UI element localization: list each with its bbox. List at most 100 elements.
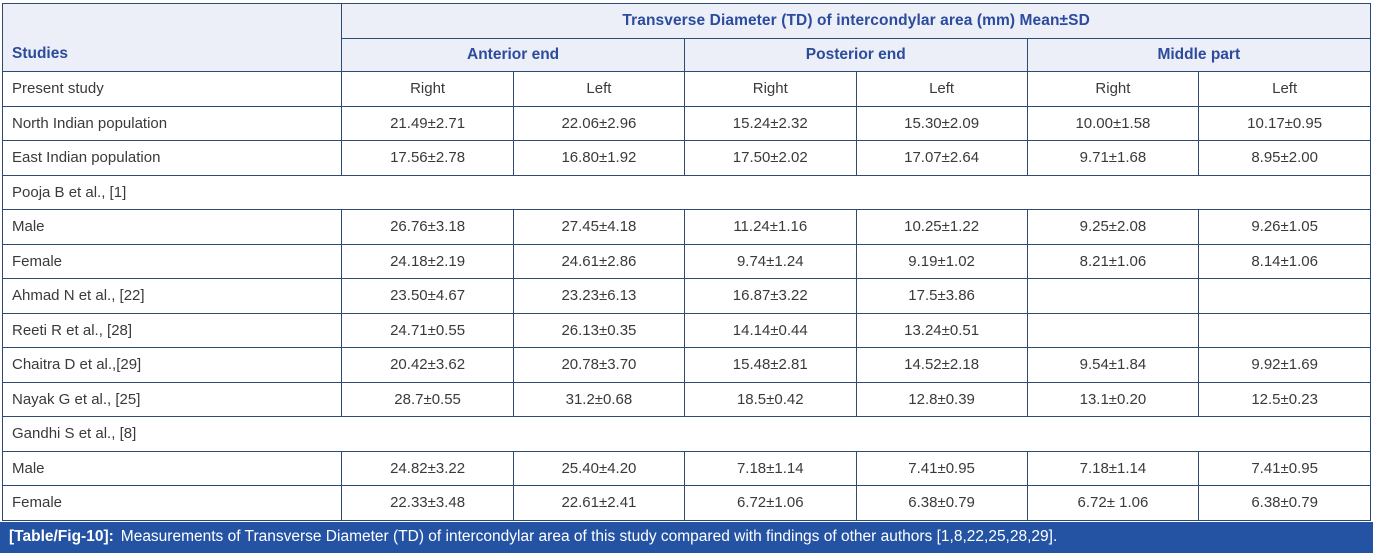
- table-row: Male 26.76±3.18 27.45±4.18 11.24±1.16 10.25±…: [1, 209, 1371, 245]
- value-cell: 9.71±1.68: [1026, 140, 1200, 176]
- value-cell: 6.72± 1.06: [1026, 485, 1200, 521]
- group-header-anterior-end: Anterior end: [341, 38, 685, 72]
- value-cell: 6.38±0.79: [1198, 485, 1371, 521]
- value-cell: 26.76±3.18: [341, 209, 514, 245]
- table-main-header: Transverse Diameter (TD) of intercondyla…: [341, 3, 1371, 39]
- value-cell: 15.24±2.32: [683, 105, 857, 141]
- value-cell: 25.40±4.20: [512, 450, 685, 486]
- value-cell: 9.92±1.69: [1198, 347, 1371, 383]
- value-cell: Right: [341, 71, 514, 107]
- value-cell: 6.38±0.79: [855, 485, 1028, 521]
- value-cell: Right: [683, 71, 857, 107]
- row-label: Male: [1, 450, 343, 486]
- value-cell: Right: [1026, 71, 1200, 107]
- value-cell: 7.41±0.95: [855, 450, 1028, 486]
- table-caption-tag: [Table/Fig-10]:: [9, 528, 114, 545]
- table-row: Reeti R et al., [28] 24.71±0.55 26.13±0.35…: [1, 312, 1371, 348]
- value-cell: 10.17±0.95: [1198, 105, 1371, 141]
- row-label: North Indian population: [1, 105, 343, 141]
- table-row: Nayak G et al., [25] 28.7±0.55 31.2±0.68 18…: [1, 381, 1371, 417]
- value-cell: 16.80±1.92: [512, 140, 685, 176]
- value-cell: 17.5±3.86: [855, 278, 1028, 314]
- value-cell: 27.45±4.18: [512, 209, 685, 245]
- value-cell: 24.71±0.55: [341, 312, 514, 348]
- value-cell: 20.42±3.62: [341, 347, 514, 383]
- study-group-row: Gandhi S et al., [8]: [2, 416, 1371, 452]
- table-row: Present study Right Left Right Left Right Left: [1, 71, 1371, 107]
- value-cell: 8.14±1.06: [1198, 243, 1371, 279]
- value-cell: 21.49±2.71: [341, 105, 514, 141]
- value-cell: 20.78±3.70: [512, 347, 685, 383]
- value-cell: 15.48±2.81: [683, 347, 857, 383]
- table-body: Present study Right Left Right Left Right Left…: [1, 71, 1371, 521]
- studies-column-header: Studies: [1, 3, 343, 72]
- table-header: Studies Transverse Diameter (TD) of inte…: [1, 3, 1372, 72]
- value-cell: 13.1±0.20: [1026, 381, 1200, 417]
- value-cell: 9.54±1.84: [1026, 347, 1200, 383]
- row-label: Male: [1, 209, 343, 245]
- value-cell: [1026, 312, 1200, 348]
- value-cell: 22.61±2.41: [512, 485, 685, 521]
- value-cell: 24.82±3.22: [341, 450, 514, 486]
- value-cell: 24.18±2.19: [341, 243, 514, 279]
- value-cell: 12.5±0.23: [1198, 381, 1371, 417]
- comparison-table: Studies Transverse Diameter (TD) of inte…: [1, 3, 1372, 521]
- value-cell: 12.8±0.39: [855, 381, 1028, 417]
- value-cell: 11.24±1.16: [683, 209, 857, 245]
- row-label: Pooja B et al., [1]: [2, 174, 1371, 210]
- row-label: Ahmad N et al., [22]: [1, 278, 343, 314]
- value-cell: 9.19±1.02: [855, 243, 1028, 279]
- value-cell: 17.07±2.64: [855, 140, 1028, 176]
- value-cell: [1198, 312, 1371, 348]
- value-cell: 23.23±6.13: [512, 278, 685, 314]
- group-header-posterior-end: Posterior end: [683, 38, 1028, 72]
- value-cell: 23.50±4.67: [341, 278, 514, 314]
- table-row: Male 24.82±3.22 25.40±4.20 7.18±1.14 7.41±0.…: [1, 450, 1371, 486]
- table-container: Studies Transverse Diameter (TD) of inte…: [1, 3, 1372, 521]
- row-label: East Indian population: [1, 140, 343, 176]
- value-cell: 9.25±2.08: [1026, 209, 1200, 245]
- value-cell: [1198, 278, 1371, 314]
- value-cell: 7.41±0.95: [1198, 450, 1371, 486]
- table-caption: [Table/Fig-10]: Measurements of Transver…: [0, 521, 1373, 553]
- table-row: Female 24.18±2.19 24.61±2.86 9.74±1.24 9.19±…: [1, 243, 1371, 279]
- main-header-row: Studies Transverse Diameter (TD) of inte…: [1, 3, 1371, 72]
- value-cell: 10.25±1.22: [855, 209, 1028, 245]
- table-caption-text: Measurements of Transverse Diameter (TD)…: [120, 528, 1058, 545]
- value-cell: 17.56±2.78: [341, 140, 514, 176]
- value-cell: 28.7±0.55: [341, 381, 514, 417]
- value-cell: 9.74±1.24: [683, 243, 857, 279]
- value-cell: [1026, 278, 1200, 314]
- value-cell: Left: [512, 71, 685, 107]
- value-cell: 17.50±2.02: [683, 140, 857, 176]
- row-label: Nayak G et al., [25]: [1, 381, 343, 417]
- value-cell: 31.2±0.68: [512, 381, 685, 417]
- value-cell: 15.30±2.09: [855, 105, 1028, 141]
- value-cell: 7.18±1.14: [683, 450, 857, 486]
- value-cell: 24.61±2.86: [512, 243, 685, 279]
- row-label: Female: [1, 243, 343, 279]
- value-cell: Left: [1198, 71, 1371, 107]
- value-cell: 14.52±2.18: [855, 347, 1028, 383]
- value-cell: 18.5±0.42: [683, 381, 857, 417]
- value-cell: 22.33±3.48: [341, 485, 514, 521]
- value-cell: 10.00±1.58: [1026, 105, 1200, 141]
- value-cell: 16.87±3.22: [683, 278, 857, 314]
- value-cell: 7.18±1.14: [1026, 450, 1200, 486]
- table-row: Female 22.33±3.48 22.61±2.41 6.72±1.06 6.38±…: [1, 485, 1371, 521]
- group-header-row: Anterior end Posterior end Middle part: [3, 38, 1372, 72]
- table-row: North Indian population 21.49±2.71 22.06±2…: [1, 105, 1371, 141]
- row-label: Reeti R et al., [28]: [1, 312, 343, 348]
- value-cell: Left: [855, 71, 1028, 107]
- value-cell: 9.26±1.05: [1198, 209, 1371, 245]
- value-cell: 13.24±0.51: [855, 312, 1028, 348]
- study-group-row: Pooja B et al., [1]: [2, 174, 1371, 210]
- value-cell: 8.21±1.06: [1026, 243, 1200, 279]
- group-header-middle-part: Middle part: [1026, 38, 1372, 72]
- value-cell: 6.72±1.06: [683, 485, 857, 521]
- table-row: East Indian population 17.56±2.78 16.80±1.…: [1, 140, 1371, 176]
- value-cell: 26.13±0.35: [512, 312, 685, 348]
- value-cell: 8.95±2.00: [1198, 140, 1371, 176]
